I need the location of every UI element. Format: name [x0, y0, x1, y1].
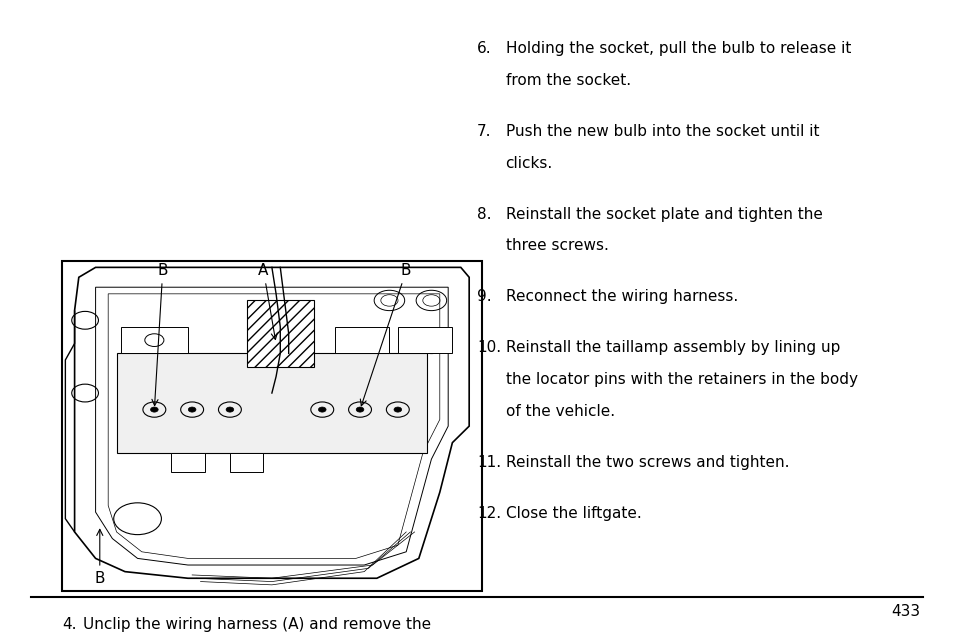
Circle shape	[151, 407, 158, 412]
Text: 11.: 11.	[476, 455, 500, 470]
Text: Close the liftgate.: Close the liftgate.	[505, 506, 640, 521]
Text: 7.: 7.	[476, 124, 491, 139]
Polygon shape	[116, 354, 427, 453]
Text: B: B	[152, 263, 168, 406]
Text: A: A	[258, 263, 277, 340]
Polygon shape	[230, 453, 263, 473]
Polygon shape	[171, 453, 205, 473]
Text: 10.: 10.	[476, 340, 500, 356]
Text: the locator pins with the retainers in the body: the locator pins with the retainers in t…	[505, 372, 857, 387]
Text: 6.: 6.	[476, 41, 491, 57]
Circle shape	[318, 407, 326, 412]
Text: Holding the socket, pull the bulb to release it: Holding the socket, pull the bulb to rel…	[505, 41, 850, 57]
Text: Push the new bulb into the socket until it: Push the new bulb into the socket until …	[505, 124, 819, 139]
Text: Reconnect the wiring harness.: Reconnect the wiring harness.	[505, 289, 737, 305]
Circle shape	[394, 407, 401, 412]
Text: B: B	[94, 529, 105, 586]
Polygon shape	[335, 327, 389, 354]
Text: of the vehicle.: of the vehicle.	[505, 404, 614, 419]
Text: 12.: 12.	[476, 506, 500, 521]
Bar	[247, 300, 314, 366]
Text: 9.: 9.	[476, 289, 491, 305]
Text: Reinstall the two screws and tighten.: Reinstall the two screws and tighten.	[505, 455, 788, 470]
Circle shape	[355, 407, 363, 412]
Text: Unclip the wiring harness (A) and remove the: Unclip the wiring harness (A) and remove…	[83, 617, 431, 632]
Text: three screws.: three screws.	[505, 238, 608, 254]
Text: Reinstall the taillamp assembly by lining up: Reinstall the taillamp assembly by linin…	[505, 340, 839, 356]
Bar	[62, 261, 481, 591]
Circle shape	[188, 407, 195, 412]
Polygon shape	[121, 327, 188, 354]
Text: 433: 433	[890, 604, 920, 619]
Text: 4.: 4.	[62, 617, 76, 632]
Text: from the socket.: from the socket.	[505, 73, 630, 88]
Text: Reinstall the socket plate and tighten the: Reinstall the socket plate and tighten t…	[505, 207, 821, 222]
Text: clicks.: clicks.	[505, 156, 553, 171]
Circle shape	[226, 407, 233, 412]
Text: B: B	[360, 263, 411, 406]
Polygon shape	[397, 327, 452, 354]
Text: 8.: 8.	[476, 207, 491, 222]
